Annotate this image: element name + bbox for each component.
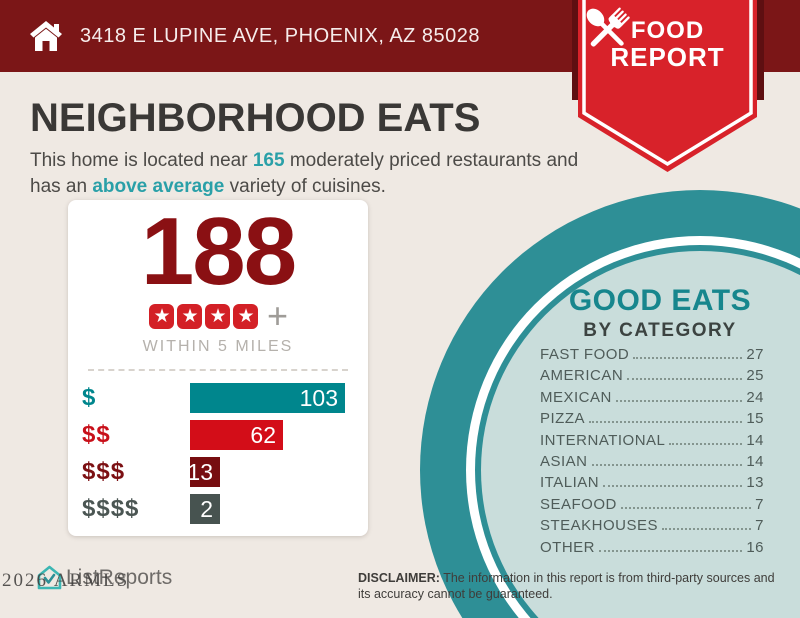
category-row: INTERNATIONAL 14 [540,432,764,453]
restaurant-count-highlight: 165 [252,150,285,171]
category-list: FAST FOOD 27 AMERICAN 25 MEXICAN 24 PIZZA 15 INT… [540,346,764,560]
bar-row: $$$ 13 [82,457,368,487]
summary-card: 188 ★ ★ ★ ★ + WITHIN 5 MILES $103 $$ 62 $$$ 13 $… [68,200,368,536]
good-eats-title: GOOD EATS [568,284,752,317]
category-value: 14 [746,431,764,449]
bar-row: $$ 62 [82,420,368,450]
dotted-leader [633,357,743,359]
category-row: SEAFOOD 7 [540,496,764,517]
star-rating: ★ ★ ★ ★ + [68,295,368,336]
dotted-leader [662,528,752,531]
bar-row: $$$$ 2 [82,494,368,524]
price-level-label: $$ [82,421,111,448]
bar-value: 62 [250,421,276,448]
subtitle-line2: has an above average variety of cuisines… [30,176,386,197]
category-row: ASIAN 14 [540,453,764,474]
disclaimer: DISCLAIMER: The information in this repo… [358,570,778,602]
category-value: 25 [746,367,764,385]
category-row: ITALIAN 13 [540,474,764,495]
good-eats-subtitle: BY CATEGORY [583,320,737,341]
dotted-leader [591,463,743,466]
category-row: STEAKHOUSES 7 [540,517,764,538]
star-icon: ★ [233,303,259,329]
listreports-house-icon [37,565,62,590]
good-eats-heading: GOOD EATS BY CATEGORY [540,284,780,342]
category-value: 15 [746,410,764,428]
listreports-wordmark: ListReports [66,565,173,589]
badge-fold-right [755,0,764,100]
category-row: OTHER 16 [540,539,764,560]
category-row: FAST FOOD 27 [540,346,764,367]
disclaimer-label: DISCLAIMER: [358,571,440,585]
bar: 62 [190,420,283,450]
price-level-label: $ [82,384,97,411]
badge-title: FOOD REPORT [578,17,757,72]
category-label: INTERNATIONAL [540,431,666,449]
plus-sign: + [266,295,289,336]
category-row: MEXICAN 24 [540,389,764,410]
bar-value: 103 [299,384,338,411]
dotted-leader [627,378,743,381]
food-report-badge: FOOD REPORT [578,0,757,172]
category-value: 7 [755,495,764,513]
category-value: 7 [755,517,764,535]
star-icon: ★ [205,303,231,329]
bar-value: 13 [187,458,213,485]
category-label: FAST FOOD [540,346,630,363]
category-value: 13 [746,474,764,492]
category-label: STEAKHOUSES [540,517,659,535]
bar: 103 [190,383,345,413]
category-value: 14 [746,452,764,470]
dotted-leader [669,442,743,445]
badge-fold-left [572,0,581,100]
category-value: 24 [746,388,764,406]
badge-title-line2: REPORT [610,42,725,72]
radius-caption: WITHIN 5 MILES [142,338,294,355]
dotted-leader [603,485,743,488]
category-label: ASIAN [540,452,588,470]
dashed-divider [88,369,348,371]
category-label: OTHER [540,538,595,556]
star-icon: ★ [149,303,175,329]
category-value: 27 [746,346,764,363]
restaurant-total-count: 188 [140,198,297,305]
star-icon: ★ [177,303,203,329]
price-level-bar-chart: $103 $$ 62 $$$ 13 $$$$ 2 [68,383,368,524]
disclaimer-text: The information in this report is from t… [358,571,775,601]
category-row: PIZZA 15 [540,410,764,431]
category-label: SEAFOOD [540,495,617,513]
bar: 13 [187,457,220,487]
category-label: MEXICAN [540,388,612,406]
dotted-leader [620,506,752,509]
dotted-leader [599,549,743,552]
crossed-spoon-fork-icon [586,7,630,47]
home-icon [30,21,62,51]
badge-title-line1: FOOD [630,17,705,44]
subtitle-line1: This home is located near 165 moderately… [30,150,579,171]
category-label: PIZZA [540,410,586,428]
page-title: NEIGHBORHOOD EATS [30,96,481,140]
bar-row: $103 [82,383,368,413]
dotted-leader [615,399,743,402]
variety-highlight: above average [92,176,225,197]
property-address: 3418 E LUPINE AVE, PHOENIX, AZ 85028 [80,25,481,47]
bar-value: 2 [200,495,213,522]
armls-watermark: 2026 ARMLS [2,570,130,591]
listreports-logo: ListReports [36,564,172,591]
category-value: 16 [746,538,764,556]
price-level-label: $$$$ [82,495,140,522]
price-level-label: $$$ [82,458,126,485]
category-row: AMERICAN 25 [540,367,764,388]
category-label: AMERICAN [540,367,624,385]
dotted-leader [589,421,743,424]
page-subtitle: This home is located near 165 moderately… [30,148,578,200]
bar: 2 [190,494,220,524]
category-label: ITALIAN [540,474,600,492]
star-tiles: ★ ★ ★ ★ [148,303,260,329]
